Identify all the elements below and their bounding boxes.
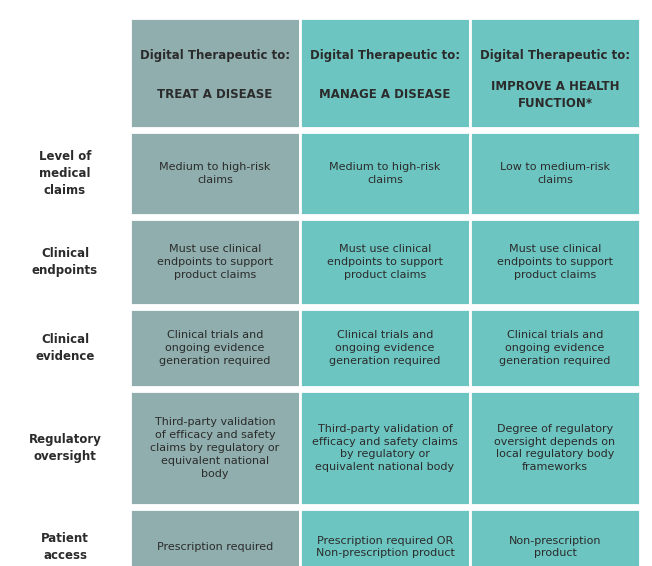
Text: Clinical
endpoints: Clinical endpoints bbox=[32, 247, 98, 277]
Text: Degree of regulatory
oversight depends on
local regulatory body
frameworks: Degree of regulatory oversight depends o… bbox=[494, 424, 615, 472]
Text: Patient
access: Patient access bbox=[41, 532, 89, 561]
Text: Clinical trials and
ongoing evidence
generation required: Clinical trials and ongoing evidence gen… bbox=[329, 330, 441, 366]
Text: Medium to high-risk
claims: Medium to high-risk claims bbox=[159, 162, 271, 185]
Text: Clinical
evidence: Clinical evidence bbox=[35, 333, 95, 363]
Text: Prescription required: Prescription required bbox=[157, 542, 273, 552]
Text: Clinical trials and
ongoing evidence
generation required: Clinical trials and ongoing evidence gen… bbox=[159, 330, 271, 366]
Text: Regulatory
oversight: Regulatory oversight bbox=[29, 433, 102, 463]
Text: Digital Therapeutic to:: Digital Therapeutic to: bbox=[480, 49, 630, 62]
Text: Prescription required OR
Non-prescription product: Prescription required OR Non-prescriptio… bbox=[316, 535, 454, 559]
Text: Medium to high-risk
claims: Medium to high-risk claims bbox=[329, 162, 441, 185]
Text: Must use clinical
endpoints to support
product claims: Must use clinical endpoints to support p… bbox=[497, 244, 613, 280]
Text: Non-prescription
product: Non-prescription product bbox=[509, 535, 601, 559]
Text: Digital Therapeutic to:: Digital Therapeutic to: bbox=[310, 49, 460, 62]
Text: Level of
medical
claims: Level of medical claims bbox=[38, 151, 91, 196]
Text: Third-party validation of
efficacy and safety claims
by regulatory or
equivalent: Third-party validation of efficacy and s… bbox=[312, 424, 458, 472]
Text: Clinical trials and
ongoing evidence
generation required: Clinical trials and ongoing evidence gen… bbox=[499, 330, 611, 366]
Text: TREAT A DISEASE: TREAT A DISEASE bbox=[157, 88, 273, 101]
Text: MANAGE A DISEASE: MANAGE A DISEASE bbox=[319, 88, 451, 101]
Text: Digital Therapeutic to:: Digital Therapeutic to: bbox=[140, 49, 290, 62]
Text: Must use clinical
endpoints to support
product claims: Must use clinical endpoints to support p… bbox=[157, 244, 273, 280]
Text: Must use clinical
endpoints to support
product claims: Must use clinical endpoints to support p… bbox=[327, 244, 443, 280]
Text: Third-party validation
of efficacy and safety
claims by regulatory or
equivalent: Third-party validation of efficacy and s… bbox=[151, 417, 280, 479]
Text: Low to medium-risk
claims: Low to medium-risk claims bbox=[500, 162, 610, 185]
Text: IMPROVE A HEALTH
FUNCTION*: IMPROVE A HEALTH FUNCTION* bbox=[491, 80, 619, 110]
